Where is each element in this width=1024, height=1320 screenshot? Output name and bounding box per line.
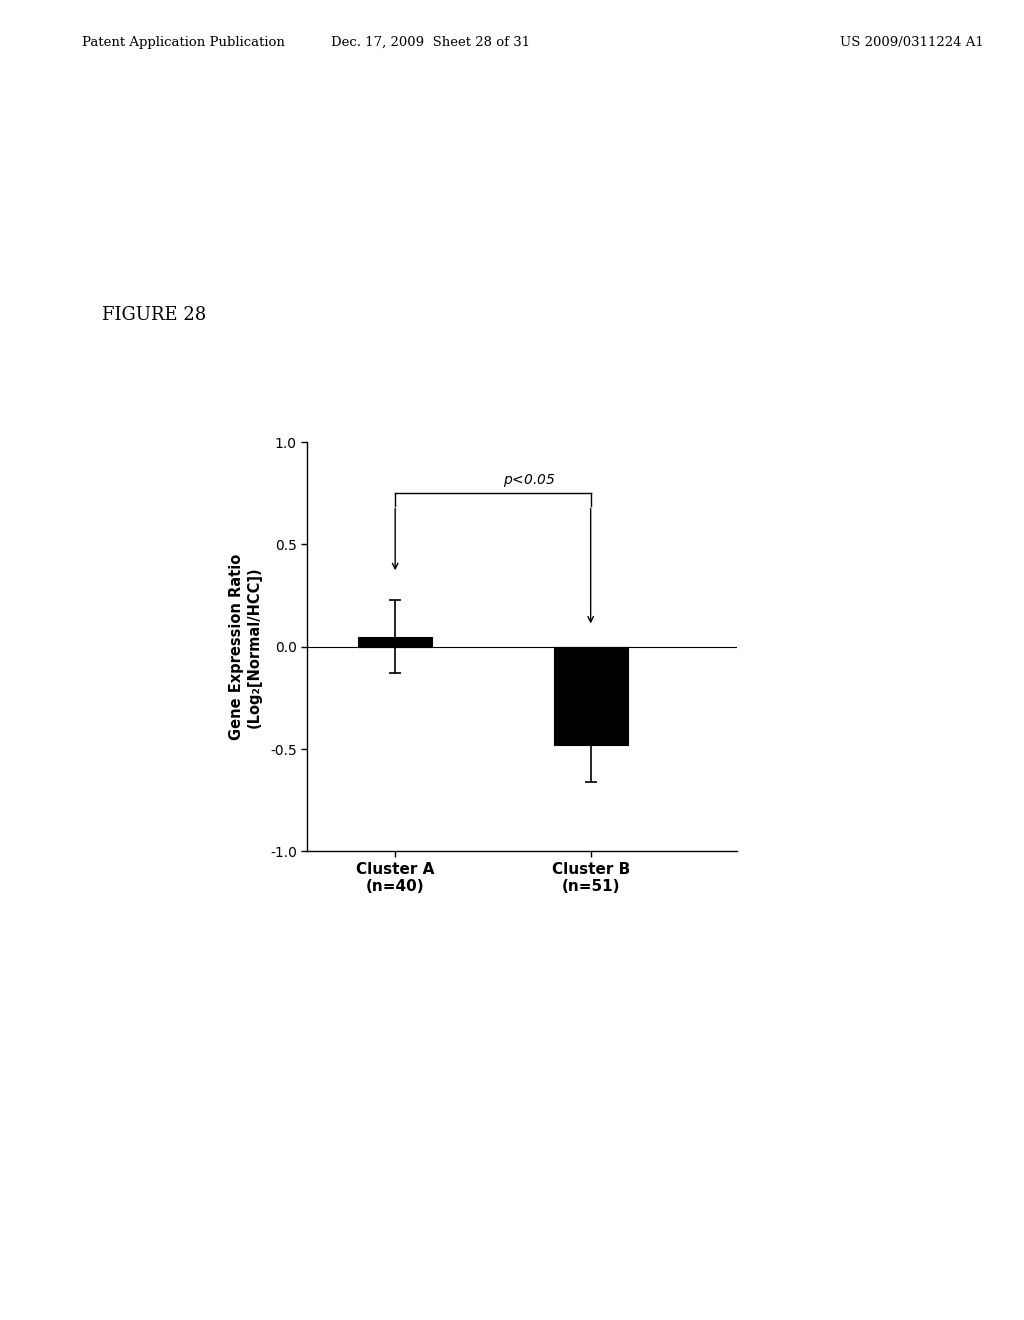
Y-axis label: Gene Expression Ratio
(Log₂[Normal/HCC]): Gene Expression Ratio (Log₂[Normal/HCC]) [229,553,261,741]
Bar [554,647,628,744]
Text: Patent Application Publication: Patent Application Publication [82,36,285,49]
Text: Dec. 17, 2009  Sheet 28 of 31: Dec. 17, 2009 Sheet 28 of 31 [331,36,529,49]
Text: US 2009/0311224 A1: US 2009/0311224 A1 [840,36,983,49]
Text: $p$<0.05: $p$<0.05 [503,473,555,490]
Bar [358,636,432,647]
Text: FIGURE 28: FIGURE 28 [102,306,207,325]
